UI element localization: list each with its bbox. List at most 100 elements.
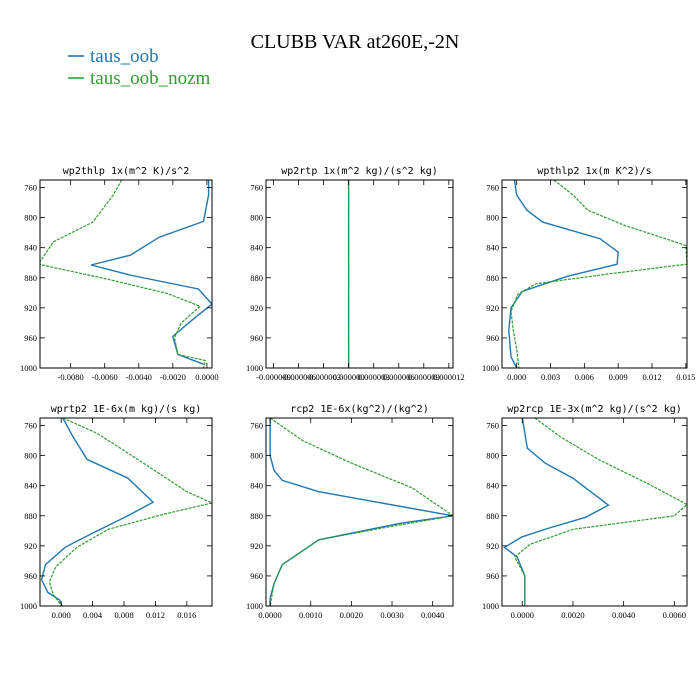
- x-tick-label: 0.000: [507, 372, 526, 382]
- plot-frame: [39, 179, 213, 369]
- panels: wp2thlp 1x(m^2 K)/s^2 760 800 840 880 920 960 1…: [20, 166, 695, 620]
- chart-panel: rcp2 1E-6x(kg^2)/(kg^2) 760 800 840 880 920 96…: [246, 404, 454, 620]
- y-tick-label: 800: [24, 213, 37, 223]
- plot-frame: [265, 417, 454, 607]
- x-tick-label: 0.000000: [333, 372, 365, 382]
- x-tick-label: 0.0030: [380, 610, 403, 620]
- x-tick-label: 0.006: [575, 372, 594, 382]
- y-tick-label: 800: [486, 213, 499, 223]
- series-line-taus-oob: [503, 418, 610, 606]
- panel-title: wp2rtp 1x(m^2 kg)/(s^2 kg): [281, 166, 438, 177]
- y-tick-label: 800: [486, 451, 499, 461]
- panel-title: wprtp2 1E-6x(m kg)/(s kg): [51, 404, 202, 415]
- x-tick-label: 0.003: [541, 372, 560, 382]
- y-tick-label: 840: [24, 481, 37, 491]
- y-tick-label: 760: [486, 183, 499, 193]
- y-tick-label: 840: [24, 243, 37, 253]
- y-tick-label: 760: [24, 183, 37, 193]
- x-tick-label: 0.012: [642, 372, 661, 382]
- y-tick-label: 840: [486, 243, 499, 253]
- x-tick-label: -0.000009: [256, 372, 291, 382]
- y-tick-label: 1000: [482, 363, 499, 373]
- y-tick-label: 880: [486, 511, 499, 521]
- y-tick-label: 920: [24, 541, 37, 551]
- y-tick-label: 880: [486, 273, 499, 283]
- x-tick-label: 0.0020: [340, 610, 363, 620]
- y-tick-label: 920: [250, 541, 263, 551]
- figure-title: CLUBB VAR at260E,-2N: [251, 31, 460, 53]
- y-tick-label: 960: [24, 333, 37, 343]
- legend-label: taus_oob: [90, 46, 159, 67]
- plot-frame: [39, 417, 213, 607]
- x-tick-label: 0.016: [177, 610, 196, 620]
- x-tick-label: 0.009: [609, 372, 628, 382]
- x-tick-label: -0.000006: [281, 372, 316, 382]
- x-tick-label: 0.008: [114, 610, 133, 620]
- panel-title: wp2thlp 1x(m^2 K)/s^2: [63, 166, 189, 177]
- x-tick-label: 0.0060: [663, 610, 686, 620]
- y-tick-label: 1000: [20, 601, 37, 611]
- series-line-taus-oob: [269, 418, 453, 606]
- chart-panel: wp2rtp 1x(m^2 kg)/(s^2 kg) 760 800 840 880 92…: [246, 166, 465, 382]
- y-tick-label: 920: [486, 541, 499, 551]
- y-tick-label: 840: [250, 243, 263, 253]
- y-tick-label: 840: [250, 481, 263, 491]
- series-line-taus-oob-nozm: [40, 180, 206, 368]
- chart-panel: wp2thlp 1x(m^2 K)/s^2 760 800 840 880 920 960 1…: [20, 166, 219, 382]
- y-tick-label: 880: [250, 273, 263, 283]
- y-tick-label: 800: [250, 451, 263, 461]
- y-tick-label: 800: [24, 451, 37, 461]
- x-tick-label: 0.0020: [561, 610, 584, 620]
- y-tick-label: 920: [24, 303, 37, 313]
- y-tick-label: 960: [250, 333, 263, 343]
- y-tick-label: 1000: [246, 601, 263, 611]
- y-tick-label: 1000: [20, 363, 37, 373]
- x-tick-label: -0.0040: [126, 372, 152, 382]
- x-tick-label: -0.0080: [58, 372, 84, 382]
- y-tick-label: 760: [486, 421, 499, 431]
- y-tick-label: 760: [24, 421, 37, 431]
- y-tick-label: 960: [486, 571, 499, 581]
- x-tick-label: 0.000006: [383, 372, 415, 382]
- y-tick-label: 840: [486, 481, 499, 491]
- y-tick-label: 1000: [482, 601, 499, 611]
- x-tick-label: 0.012: [146, 610, 165, 620]
- x-tick-label: -0.0020: [160, 372, 186, 382]
- legend-label: taus_oob_nozm: [90, 68, 211, 89]
- legend-item: taus_oob: [68, 46, 159, 67]
- chart-panel: wpthlp2 1x(m K^2)/s 760 800 840 880 920 960 100…: [482, 166, 695, 382]
- series-line-taus-oob-nozm: [269, 418, 453, 606]
- y-tick-label: 760: [250, 183, 263, 193]
- x-tick-label: 0.0040: [612, 610, 635, 620]
- x-tick-label: -0.0060: [92, 372, 118, 382]
- x-tick-label: 0.0000: [195, 372, 218, 382]
- plot-frame: [501, 179, 688, 369]
- y-tick-label: 920: [486, 303, 499, 313]
- legend-item: taus_oob_nozm: [68, 68, 211, 89]
- x-tick-label: 0.000003: [358, 372, 390, 382]
- y-tick-label: 960: [486, 333, 499, 343]
- y-tick-label: 880: [24, 273, 37, 283]
- x-tick-label: 0.000012: [433, 372, 465, 382]
- y-tick-label: 920: [250, 303, 263, 313]
- x-tick-label: 0.004: [83, 610, 103, 620]
- y-tick-label: 800: [250, 213, 263, 223]
- x-tick-label: 0.0040: [421, 610, 444, 620]
- panel-title: wp2rcp 1E-3x(m^2 kg)/(s^2 kg): [507, 404, 682, 415]
- plot-frame: [265, 179, 454, 369]
- chart-panel: wprtp2 1E-6x(m kg)/(s kg) 760 800 840 880 920…: [20, 404, 213, 620]
- y-tick-label: 960: [24, 571, 37, 581]
- y-tick-label: 880: [24, 511, 37, 521]
- x-tick-label: -0.000003: [306, 372, 341, 382]
- series-line-taus-oob: [508, 180, 619, 368]
- series-line-taus-oob-nozm: [513, 418, 687, 606]
- x-tick-label: 0.0010: [299, 610, 322, 620]
- x-tick-label: 0.0000: [511, 610, 534, 620]
- x-tick-label: 0.000009: [408, 372, 440, 382]
- y-tick-label: 1000: [246, 363, 263, 373]
- panel-title: rcp2 1E-6x(kg^2)/(kg^2): [290, 404, 428, 415]
- y-tick-label: 960: [250, 571, 263, 581]
- y-tick-label: 760: [250, 421, 263, 431]
